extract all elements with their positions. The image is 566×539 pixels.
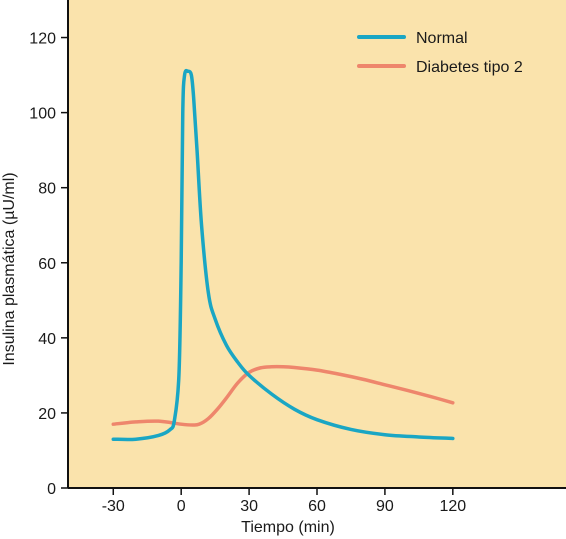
y-tick-label: 100 <box>29 106 56 123</box>
y-tick-label: 80 <box>38 181 56 198</box>
plot-background <box>68 0 566 488</box>
series-layer <box>111 68 455 442</box>
x-tick-label: 30 <box>240 498 258 515</box>
x-tick-label: 60 <box>308 498 326 515</box>
y-tick-label: 0 <box>47 481 56 498</box>
y-tick-label: 20 <box>38 406 56 423</box>
series-line-normal <box>111 68 455 442</box>
x-axis-label: Tiempo (min) <box>241 519 335 536</box>
ticks-layer: 0 20 40 60 80 100 120 -30 0 30 60 90 120 <box>29 31 466 515</box>
x-tick-label: -30 <box>102 498 125 515</box>
y-axis-label: Insulina plasmática (µU/ml) <box>1 172 18 365</box>
y-tick-label: 60 <box>38 256 56 273</box>
legend: Normal Diabetes tipo 2 <box>357 30 523 76</box>
x-tick-label: 0 <box>177 498 186 515</box>
series-line-diabetes <box>111 364 455 427</box>
legend-label-diabetes: Diabetes tipo 2 <box>416 59 523 76</box>
x-tick-label: 120 <box>439 498 466 515</box>
legend-label-normal: Normal <box>416 30 468 47</box>
y-tick-label: 40 <box>38 331 56 348</box>
x-tick-label: 90 <box>376 498 394 515</box>
y-tick-label: 120 <box>29 31 56 48</box>
